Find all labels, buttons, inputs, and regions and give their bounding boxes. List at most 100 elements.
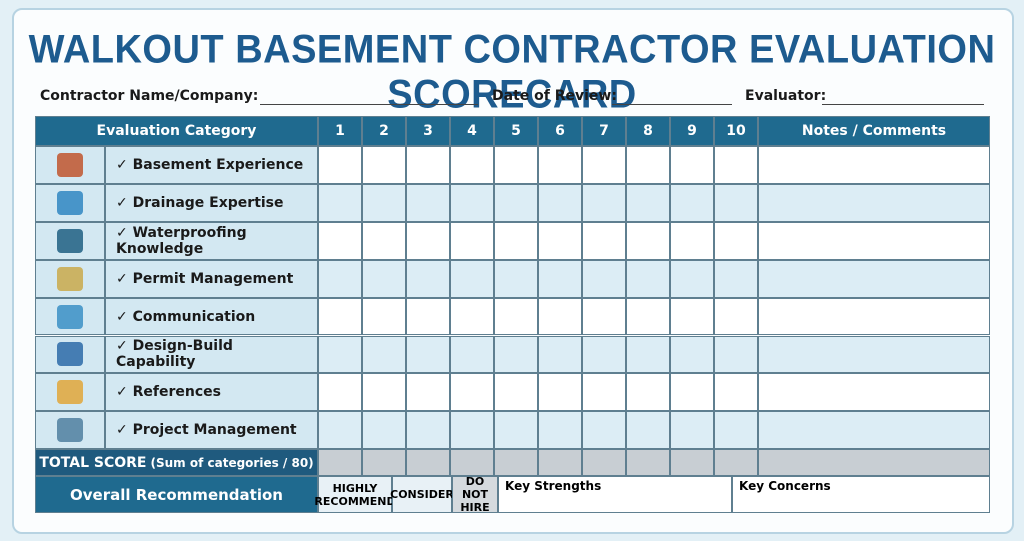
total-cell[interactable] [494,449,538,477]
option[interactable]: DO NOT HIRE [452,475,498,514]
score-cell[interactable] [714,335,758,374]
total-cell[interactable] [582,449,626,477]
score-cell[interactable] [362,146,406,184]
score-cell[interactable] [670,183,714,222]
score-cell[interactable] [714,221,758,260]
score-cell[interactable] [318,373,362,412]
score-cell[interactable] [538,297,582,336]
total-cell[interactable] [670,449,714,477]
score-cell[interactable] [626,221,670,260]
score-cell[interactable] [670,335,714,374]
score-cell[interactable] [626,373,670,412]
key-strengths[interactable]: Key Strengths [498,476,732,514]
total-cell[interactable] [626,449,670,477]
score-cell[interactable] [626,335,670,374]
score-cell[interactable] [626,146,670,184]
score-cell[interactable] [362,183,406,222]
total-cell[interactable] [714,449,758,477]
score-cell[interactable] [406,335,450,374]
score-cell[interactable] [582,335,626,374]
score-cell[interactable] [582,146,626,184]
score-cell[interactable] [626,297,670,336]
score-cell[interactable] [582,183,626,222]
score-cell[interactable] [494,373,538,412]
score-cell[interactable] [626,259,670,298]
total-cell[interactable] [406,449,450,477]
score-cell[interactable] [318,146,362,184]
score-cell[interactable] [582,373,626,412]
score-cell[interactable] [406,259,450,298]
score-cell[interactable] [538,259,582,298]
score-cell[interactable] [362,335,406,374]
score-cell[interactable] [538,335,582,374]
score-cell[interactable] [714,259,758,298]
score-cell[interactable] [494,221,538,260]
score-cell[interactable] [362,259,406,298]
notes-cell[interactable] [758,411,990,450]
score-cell[interactable] [318,259,362,298]
score-cell[interactable] [714,183,758,222]
score-cell[interactable] [406,146,450,184]
score-cell[interactable] [582,221,626,260]
score-cell[interactable] [450,373,494,412]
notes-cell[interactable] [758,335,990,374]
total-cell[interactable] [538,449,582,477]
score-cell[interactable] [582,297,626,336]
score-cell[interactable] [318,297,362,336]
score-cell[interactable] [494,259,538,298]
score-cell[interactable] [494,411,538,450]
score-cell[interactable] [714,297,758,336]
score-cell[interactable] [450,183,494,222]
score-cell[interactable] [582,411,626,450]
score-cell[interactable] [538,146,582,184]
score-cell[interactable] [362,297,406,336]
score-cell[interactable] [670,373,714,412]
notes-cell[interactable] [758,373,990,412]
score-cell[interactable] [714,411,758,450]
score-cell[interactable] [670,146,714,184]
score-cell[interactable] [582,259,626,298]
score-cell[interactable] [406,183,450,222]
score-cell[interactable] [494,146,538,184]
notes-cell[interactable] [758,259,990,298]
score-cell[interactable] [714,373,758,412]
score-cell[interactable] [714,146,758,184]
score-cell[interactable] [670,297,714,336]
score-cell[interactable] [450,221,494,260]
notes-cell[interactable] [758,221,990,260]
score-cell[interactable] [494,297,538,336]
score-cell[interactable] [670,259,714,298]
score-cell[interactable] [494,335,538,374]
score-cell[interactable] [670,221,714,260]
total-cell[interactable] [362,449,406,477]
score-cell[interactable] [362,221,406,260]
notes-cell[interactable] [758,183,990,222]
score-cell[interactable] [626,411,670,450]
score-cell[interactable] [538,221,582,260]
score-cell[interactable] [626,183,670,222]
score-cell[interactable] [670,411,714,450]
score-cell[interactable] [362,411,406,450]
score-cell[interactable] [318,335,362,374]
score-cell[interactable] [406,297,450,336]
score-cell[interactable] [406,411,450,450]
score-cell[interactable] [450,335,494,374]
score-cell[interactable] [538,373,582,412]
score-cell[interactable] [318,183,362,222]
score-cell[interactable] [318,411,362,450]
notes-cell[interactable] [758,297,990,336]
score-cell[interactable] [538,183,582,222]
key-concerns[interactable]: Key Concerns [732,476,990,514]
total-cell[interactable] [450,449,494,477]
total-cell[interactable] [318,449,362,477]
option[interactable]: HIGHLY RECOMMEND [314,476,396,514]
score-cell[interactable] [450,297,494,336]
score-cell[interactable] [450,411,494,450]
notes-cell[interactable] [758,146,990,184]
score-cell[interactable] [406,373,450,412]
option[interactable]: CONSIDER [390,476,454,514]
score-cell[interactable] [538,411,582,450]
score-cell[interactable] [318,221,362,260]
score-cell[interactable] [406,221,450,260]
score-cell[interactable] [362,373,406,412]
